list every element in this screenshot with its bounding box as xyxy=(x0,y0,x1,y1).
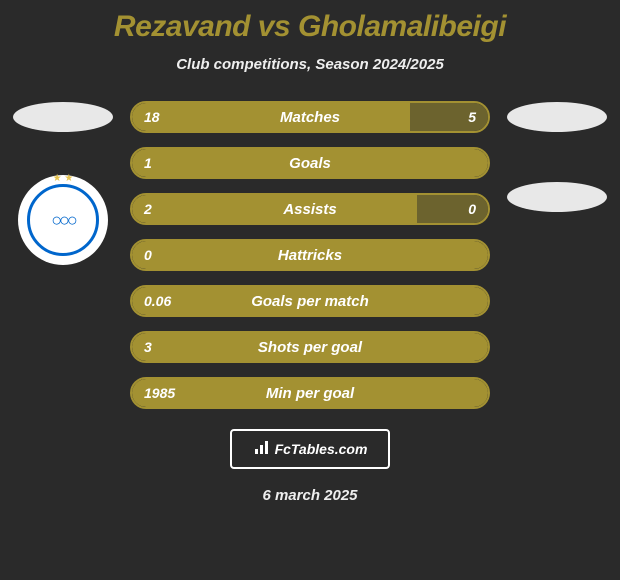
stat-bar: Goals per match0.06 xyxy=(130,285,490,317)
stat-bar: Matches18 5 xyxy=(130,101,490,133)
stat-value-left: 0 xyxy=(144,241,152,269)
team-logo xyxy=(502,93,612,141)
stat-value-left: 0.06 xyxy=(144,287,171,315)
ellipse-logo-icon xyxy=(507,182,607,212)
stat-value-left: 18 xyxy=(144,103,160,131)
ellipse-logo-icon xyxy=(507,102,607,132)
esteghlal-logo-icon: ★ ★ ○○○ xyxy=(18,175,108,265)
stat-bar: Shots per goal3 xyxy=(130,331,490,363)
page-subtitle: Club competitions, Season 2024/2025 xyxy=(0,56,620,73)
team-logo xyxy=(8,93,118,141)
stat-label: Hattricks xyxy=(132,241,488,269)
stat-label: Assists xyxy=(132,195,488,223)
right-team-logos xyxy=(502,93,612,221)
stat-bar: Assists2 0 xyxy=(130,193,490,225)
stat-value-left: 1985 xyxy=(144,379,175,407)
stat-label: Min per goal xyxy=(132,379,488,407)
stat-value-right: 5 xyxy=(468,103,476,131)
stat-value-left: 1 xyxy=(144,149,152,177)
stat-value-left: 2 xyxy=(144,195,152,223)
left-team-logos: ★ ★ ○○○ xyxy=(8,93,118,267)
team-logo: ★ ★ ○○○ xyxy=(8,173,118,267)
stat-label: Goals xyxy=(132,149,488,177)
page-title: Rezavand vs Gholamalibeigi xyxy=(0,0,620,44)
comparison-content: ★ ★○○○ Matches185Goals1Assists20Hattrick… xyxy=(0,101,620,409)
chart-icon xyxy=(253,438,271,461)
stat-bar: Hattricks0 xyxy=(130,239,490,271)
footer-brand: FcTables.com xyxy=(230,429,390,469)
stat-value-right: 0 xyxy=(468,195,476,223)
stat-value-left: 3 xyxy=(144,333,152,361)
ellipse-logo-icon xyxy=(13,102,113,132)
rings-icon: ○○○ xyxy=(51,210,75,231)
logo-inner-circle: ○○○ xyxy=(27,184,99,256)
team-logo xyxy=(502,173,612,221)
stat-label: Shots per goal xyxy=(132,333,488,361)
footer-brand-text: FcTables.com xyxy=(275,441,368,457)
stat-bar: Goals1 xyxy=(130,147,490,179)
stat-bars: Matches185Goals1Assists20Hattricks0Goals… xyxy=(130,101,490,409)
footer-date: 6 march 2025 xyxy=(0,487,620,504)
star-icon: ★ ★ xyxy=(53,173,74,184)
stat-bar: Min per goal1985 xyxy=(130,377,490,409)
stat-label: Goals per match xyxy=(132,287,488,315)
stat-label: Matches xyxy=(132,103,488,131)
